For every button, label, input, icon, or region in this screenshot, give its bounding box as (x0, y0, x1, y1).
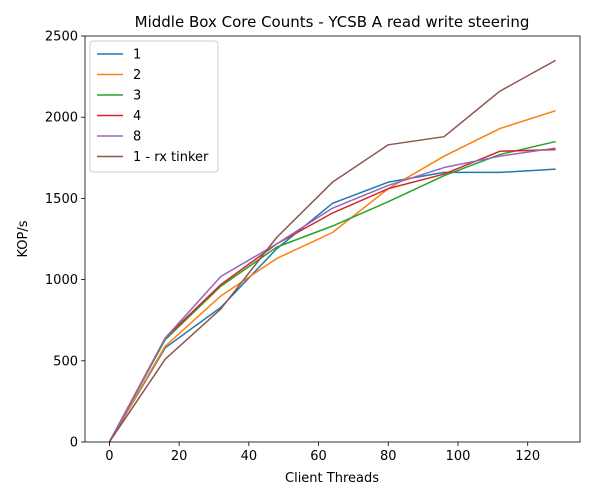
y-tick-label: 500 (53, 354, 78, 369)
legend-label-4: 8 (133, 130, 141, 145)
y-tick-label: 2500 (45, 30, 78, 45)
y-tick-label: 1000 (45, 273, 78, 288)
legend-label-0: 1 (133, 48, 141, 63)
x-axis: 0 20 40 60 80 100 120 (105, 442, 540, 464)
x-tick-label: 120 (515, 449, 540, 464)
legend-label-5: 1 - rx tinker (133, 150, 209, 165)
x-tick-label: 20 (171, 449, 188, 464)
x-tick-label: 0 (105, 449, 113, 464)
series-line-2 (108, 140, 556, 443)
y-tick-label: 0 (70, 436, 78, 451)
chart-title: Middle Box Core Counts - YCSB A read wri… (135, 13, 530, 31)
legend-label-1: 2 (133, 68, 141, 83)
series-line-5 (108, 59, 556, 443)
y-axis: 0 500 1000 1500 2000 2500 (45, 30, 85, 451)
x-axis-label: Client Threads (285, 471, 379, 486)
series-line-0 (108, 168, 556, 443)
y-tick-label: 2000 (45, 111, 78, 126)
y-tick-label: 1500 (45, 192, 78, 207)
plot-area (84, 35, 581, 443)
series-line-1 (108, 109, 556, 443)
legend-label-2: 3 (133, 89, 141, 104)
x-tick-label: 40 (241, 449, 258, 464)
x-tick-label: 80 (380, 449, 397, 464)
legend: 1 2 3 4 8 1 - rx tinker (89, 40, 219, 173)
x-tick-label: 60 (310, 449, 327, 464)
x-tick-label: 100 (446, 449, 471, 464)
series-line-4 (108, 147, 556, 443)
series-line-3 (108, 148, 556, 443)
plot-frame (84, 35, 581, 443)
y-axis-label: KOP/s (16, 220, 31, 257)
legend-label-3: 4 (133, 109, 141, 124)
